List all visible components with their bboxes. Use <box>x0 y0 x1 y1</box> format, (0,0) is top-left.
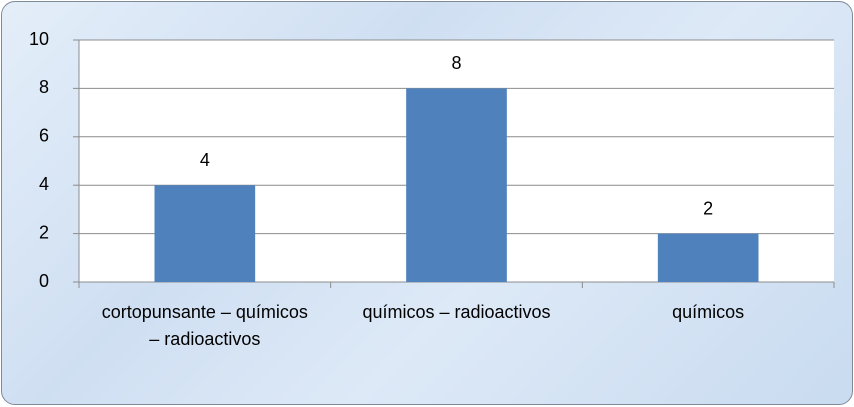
data-label: 2 <box>703 198 713 218</box>
data-label: 4 <box>200 150 210 170</box>
y-tick-label: 6 <box>39 126 49 146</box>
x-tick-label: químicos <box>672 302 745 322</box>
y-tick-label: 8 <box>39 77 49 97</box>
y-tick-label: 2 <box>39 222 49 242</box>
bar <box>154 185 256 282</box>
bar <box>406 88 507 283</box>
data-label: 8 <box>451 53 461 73</box>
x-tick-label: químicos – radioactivos <box>362 302 551 322</box>
y-tick-label: 0 <box>39 271 49 291</box>
y-tick-label: 4 <box>39 174 49 194</box>
x-tick-label: cortopunsante – químicos – radioactivos <box>101 302 308 349</box>
bar <box>657 233 759 282</box>
y-tick-label: 10 <box>29 29 49 49</box>
